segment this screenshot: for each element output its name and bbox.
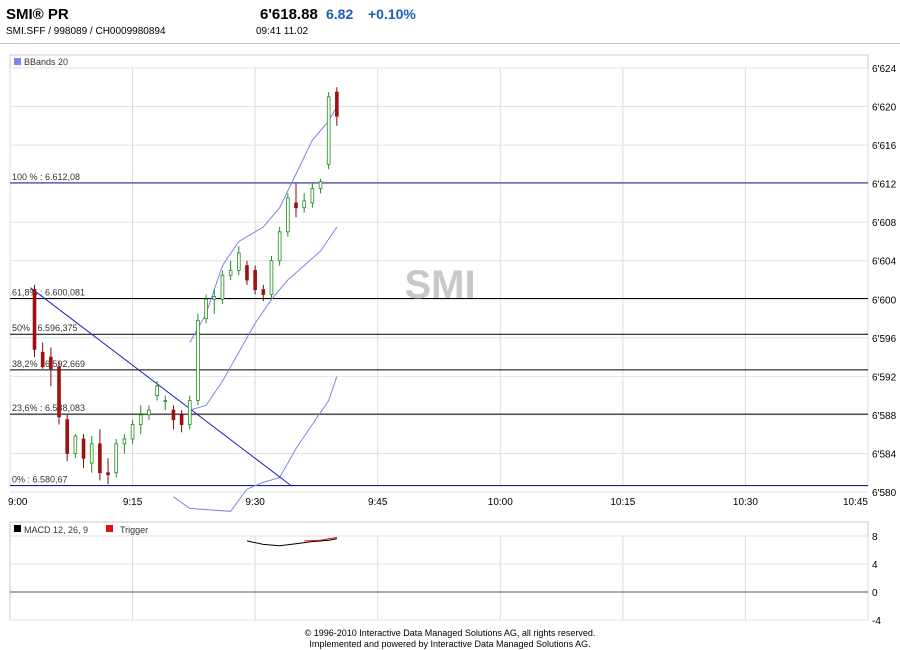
watermark: SMI — [404, 263, 475, 307]
fib-level-label: 61,8% : 6.600,081 — [12, 287, 85, 297]
candle-body — [98, 443, 102, 474]
y-tick-label: 6'588 — [872, 411, 897, 422]
x-tick-label: 10:30 — [733, 497, 758, 508]
candle-body — [261, 289, 266, 295]
fib-level-label: 23,6% : 6.588,083 — [12, 403, 85, 413]
candle-body — [212, 295, 217, 300]
fib-level-label: 50% : 6.596,375 — [12, 323, 78, 333]
candle-body — [245, 265, 249, 281]
candle-body — [187, 400, 192, 425]
macd-line — [246, 538, 337, 547]
trend-line — [30, 287, 293, 487]
y-tick-label: 6'624 — [872, 64, 897, 75]
candle-body — [32, 289, 37, 350]
x-tick-label: 9:15 — [123, 497, 143, 508]
price-panel: 9:00 9:15 9:30 9:45 10:00 10:15 10:30 10:45 6'62… — [8, 54, 897, 512]
candle-body — [147, 409, 151, 416]
candle-body — [318, 181, 323, 189]
instrument-title: SMI® PR — [6, 6, 69, 23]
candle-body — [326, 96, 331, 165]
legend-label-trigger: Trigger — [120, 525, 148, 535]
candle-body — [253, 269, 257, 291]
legend-swatch-bbands — [14, 58, 21, 65]
macd-y-tick-label: 0 — [872, 588, 878, 599]
price-change: 6.82 — [326, 6, 354, 22]
candle-body — [122, 438, 127, 445]
y-tick-label: 6'580 — [872, 488, 897, 499]
y-tick-label: 6'612 — [872, 180, 897, 191]
y-tick-label: 6'584 — [872, 449, 897, 460]
macd-plot-frame — [9, 521, 869, 621]
bband-middle-line — [189, 226, 338, 411]
candle-body — [106, 472, 110, 476]
candle-body — [49, 356, 53, 370]
x-tick-label: 9:00 — [8, 497, 28, 508]
candle-body — [196, 320, 200, 401]
macd-y-tick-label: -4 — [872, 616, 881, 627]
macd-y-tick-label: 4 — [872, 560, 878, 571]
instrument-identifiers: SMI.SFF / 998089 / CH0009980894 — [6, 26, 166, 37]
fib-level-label: 38,2% : 6.592,669 — [12, 359, 85, 369]
last-price: 6'618.88 — [260, 6, 318, 23]
candle-body — [73, 435, 78, 454]
powered-by-line: Implemented and powered by Interactive D… — [309, 639, 591, 649]
legend-swatch-macd — [14, 525, 21, 532]
candle-body — [40, 351, 45, 368]
y-tick-label: 6'604 — [872, 257, 897, 268]
y-tick-label: 6'620 — [872, 103, 897, 114]
copyright-line: © 1996-2010 Interactive Data Managed Sol… — [304, 628, 596, 638]
candle-body — [204, 298, 208, 319]
candle-body — [114, 443, 119, 474]
x-tick-label: 10:45 — [843, 497, 868, 508]
candle-body — [155, 385, 159, 397]
x-tick-label: 10:15 — [610, 497, 635, 508]
y-tick-label: 6'616 — [872, 141, 897, 152]
macd-panel: 8 4 0 -4 MACD 12, 26, 9 Trigger — [9, 521, 881, 627]
y-tick-label: 6'600 — [872, 295, 897, 306]
quote-time: 09:41 11.02 — [256, 26, 309, 37]
candle-body — [277, 231, 282, 262]
candle-body — [236, 252, 241, 271]
candle-body — [294, 202, 298, 209]
candle-body — [269, 260, 274, 295]
candle-body — [130, 424, 135, 440]
candle-body — [81, 438, 86, 459]
fib-level-label: 0% : 6.580,67 — [12, 475, 68, 485]
candle-body — [163, 400, 168, 402]
y-tick-label: 6'596 — [872, 334, 897, 345]
candle-body — [138, 414, 143, 425]
x-tick-label: 9:30 — [245, 497, 265, 508]
candle-body — [65, 419, 70, 454]
price-change-percent: +0.10% — [368, 6, 416, 22]
candle-body — [302, 200, 306, 209]
candle-body — [310, 188, 315, 204]
macd-y-tick-label: 8 — [872, 532, 878, 543]
y-tick-label: 6'608 — [872, 218, 897, 229]
candle-body — [335, 91, 339, 117]
fib-level-label: 100 % : 6.612,08 — [12, 172, 80, 182]
candle-body — [220, 274, 225, 300]
candle-body — [171, 409, 176, 421]
x-tick-label: 10:00 — [488, 497, 513, 508]
trigger-line — [304, 536, 337, 542]
legend-swatch-trigger — [106, 525, 113, 532]
bband-lower-line — [173, 376, 338, 512]
header-divider — [0, 43, 900, 44]
x-tick-label: 9:45 — [368, 497, 388, 508]
candle-body — [57, 366, 61, 418]
legend-label-macd: MACD 12, 26, 9 — [24, 525, 88, 535]
candle-body — [286, 197, 290, 233]
candle-body — [89, 443, 94, 464]
candle-body — [228, 269, 233, 276]
y-tick-label: 6'592 — [872, 372, 897, 383]
legend-label-bbands: BBands 20 — [24, 57, 68, 67]
candle-body — [179, 414, 184, 425]
bband-upper-line — [189, 106, 338, 343]
